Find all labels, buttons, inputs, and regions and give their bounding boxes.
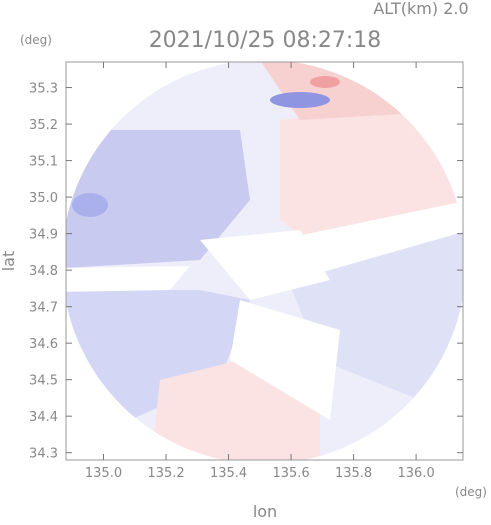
y-tick-label: 34.9 — [29, 228, 58, 243]
y-tick-label: 35.3 — [29, 82, 58, 97]
y-tick-label: 35.2 — [29, 118, 58, 133]
y-tick-label: 34.5 — [29, 374, 58, 389]
x-tick-label: 135.2 — [147, 466, 184, 481]
y-tick-label: 35.0 — [29, 191, 58, 206]
y-tick-label: 34.7 — [29, 301, 58, 316]
y-tick-label: 34.4 — [29, 410, 58, 425]
altitude-label: ALT(km) 2.0 — [373, 0, 468, 18]
x-tick-label: 135.6 — [272, 466, 309, 481]
y-unit: (deg) — [20, 33, 52, 47]
x-axis-label: lon — [253, 502, 277, 521]
y-tick-label: 35.1 — [29, 155, 58, 170]
y-tick-label: 34.6 — [29, 337, 58, 352]
x-unit: (deg) — [455, 485, 487, 499]
y-tick-label: 34.8 — [29, 264, 58, 279]
y-axis-label: lat — [0, 251, 18, 272]
x-tick-label: 135.8 — [335, 466, 372, 481]
plot-frame — [65, 61, 464, 461]
x-tick-label: 135.4 — [210, 466, 247, 481]
y-tick-label: 34.3 — [29, 447, 58, 462]
chart-title: 2021/10/25 08:27:18 — [149, 28, 382, 53]
radar-field — [66, 62, 463, 460]
x-tick-label: 135.0 — [85, 466, 122, 481]
x-tick-label: 136.0 — [398, 466, 435, 481]
